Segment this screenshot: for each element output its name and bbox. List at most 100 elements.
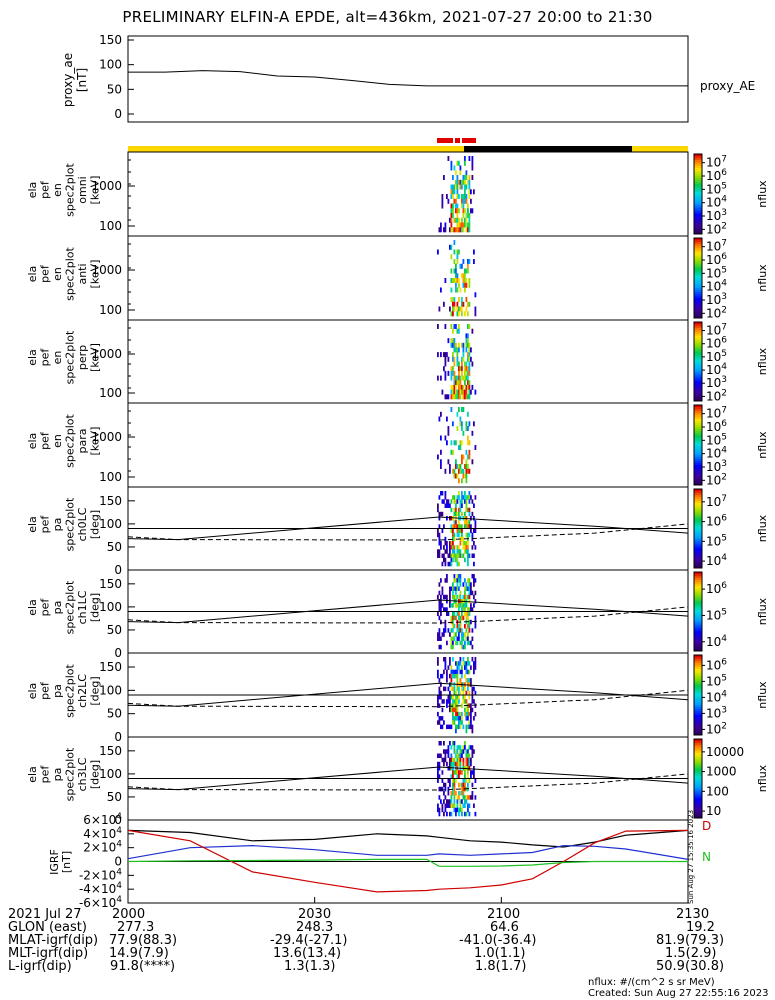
spectrogram-cell [450, 440, 453, 446]
colorbar-swatch [694, 325, 702, 329]
spectrogram-cell [467, 203, 469, 209]
spectrogram-cell [474, 615, 477, 621]
spectrogram-cell [468, 213, 471, 218]
spectrogram-cell [455, 342, 457, 348]
spectrogram-cell [456, 426, 459, 431]
spectrogram-cell [456, 532, 459, 538]
spectrogram-cell [461, 720, 463, 725]
spectrogram-cell [464, 222, 466, 228]
spectrogram-cell [443, 720, 445, 725]
spectrogram-cell [437, 770, 439, 775]
spectrogram-cell [474, 690, 477, 696]
colorbar-swatch [694, 685, 702, 688]
spectrogram-cell [467, 615, 469, 621]
spectrogram-cell [455, 753, 457, 758]
spectrogram-cell [461, 686, 463, 692]
spectrogram-cell [452, 711, 454, 717]
spectrogram-cell [456, 594, 459, 600]
colorbar-tick-label: 103 [706, 208, 727, 223]
colorbar-swatch [694, 413, 702, 416]
spectrogram-cell [470, 586, 472, 591]
spectrogram-cell [455, 711, 457, 717]
spectrogram-cell [456, 524, 459, 529]
spectrogram-cell [473, 578, 475, 583]
spectrogram-cell [464, 594, 466, 600]
spectrogram-cell [453, 375, 456, 381]
spectrogram-cell [455, 464, 457, 469]
spectrogram-cell [455, 287, 457, 293]
spectrogram-cell [459, 624, 462, 629]
panel-energy-para [127, 402, 705, 488]
spectrogram-cell [465, 384, 468, 390]
ylabel-line: ela [26, 766, 39, 783]
spectrogram-cell [473, 603, 475, 608]
spectrogram-cell [461, 749, 463, 754]
igrf-legend-n: N [702, 850, 711, 864]
spectrogram-cell [468, 690, 471, 696]
colorbar-swatch [694, 510, 702, 514]
spectrogram-cell [459, 375, 462, 381]
colorbar-frame [693, 404, 703, 486]
ytick-label: 0 [114, 730, 122, 744]
spectrogram-cell [444, 619, 447, 625]
spectrogram-cell [446, 607, 448, 612]
colorbar-tick-label: 102 [706, 472, 727, 487]
spectrogram-cell [443, 757, 445, 763]
colorbar-tick-label: 10 [706, 804, 721, 818]
spectrogram-cell [471, 791, 474, 796]
spectrogram-cell [452, 366, 454, 372]
spectrogram-cell [443, 761, 445, 767]
spectrogram-cell [450, 384, 453, 390]
spectrogram-cell [464, 473, 466, 479]
spectrogram-cell [452, 356, 454, 362]
spectrogram-cell [461, 807, 463, 813]
spectrogram-cell [473, 259, 475, 264]
spectrogram-cell [462, 536, 465, 542]
spectrogram-cell [440, 599, 442, 604]
spectrogram-cell [462, 661, 465, 666]
spectrogram-cell [438, 549, 441, 554]
spectrogram-cell [446, 811, 448, 817]
spectrogram-cell [458, 686, 460, 692]
spectrogram-cell [438, 703, 441, 708]
spectrogram-cell [444, 607, 447, 612]
colorbar-tick-label: 105 [706, 533, 727, 548]
spectrogram-cell [452, 389, 454, 395]
colorbar-tick-label: 104 [706, 279, 727, 294]
spectrogram-cell [438, 541, 441, 546]
spectrogram-cell [456, 213, 459, 218]
spectrogram-cell [447, 430, 450, 436]
spectrogram-cell [462, 795, 465, 800]
colorbar-swatch [694, 800, 702, 803]
colorbar-swatch [694, 369, 702, 372]
spectrogram-cell [470, 640, 472, 646]
spectrogram-cell [462, 695, 465, 700]
spectrogram-cell [461, 711, 463, 717]
spectrogram-cell [468, 766, 471, 771]
spectrogram-cell [465, 282, 468, 288]
spectrogram-cell [450, 342, 453, 348]
spectrogram-cell [464, 268, 466, 274]
spectrogram-cell [461, 426, 463, 431]
colorbar-swatch [694, 498, 702, 502]
spectrogram-cell [440, 741, 442, 746]
spectrogram-cell [468, 619, 471, 625]
spectrogram-cell [456, 753, 459, 758]
spectrogram-cell [447, 198, 450, 204]
spectrogram-cell [452, 615, 454, 621]
spectrogram-cell [455, 594, 457, 600]
spectrogram-cell [458, 594, 460, 600]
colorbar-swatch [694, 560, 702, 563]
spectrogram-cell [465, 711, 468, 717]
spectrogram-cell [449, 594, 451, 600]
colorbar-tick-label: 105 [706, 265, 727, 280]
colorbar-swatch [694, 457, 702, 460]
spectrogram-cell [453, 770, 456, 775]
spectrogram-cell [450, 724, 453, 730]
colorbar-tick-label: 106 [706, 168, 727, 183]
spectrogram-cell [464, 208, 466, 214]
spectrogram-cell [447, 156, 450, 161]
igrf-ytick-label: 4×104 [83, 826, 122, 841]
status-bar-yellow-left [128, 146, 464, 152]
spectrogram-cell [473, 553, 475, 558]
